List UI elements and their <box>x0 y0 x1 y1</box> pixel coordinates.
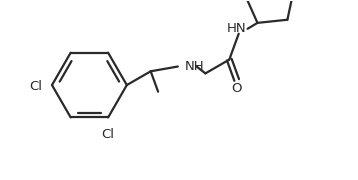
Text: HN: HN <box>227 22 247 35</box>
Text: NH: NH <box>185 60 205 73</box>
Text: Cl: Cl <box>29 80 42 93</box>
Text: Cl: Cl <box>102 128 115 141</box>
Text: O: O <box>231 82 242 95</box>
